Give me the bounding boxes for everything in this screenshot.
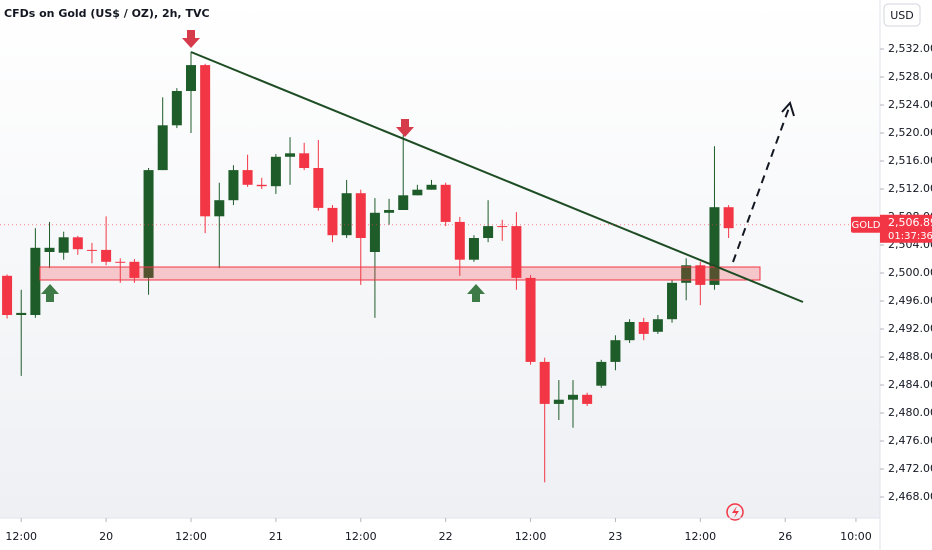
candle-body bbox=[228, 170, 239, 201]
x-tick-label: 23 bbox=[608, 530, 622, 543]
candle-body bbox=[242, 170, 253, 185]
last-price-label: 2,506.89 bbox=[888, 216, 932, 229]
candle-body bbox=[596, 361, 607, 386]
y-tick-label: 2,480.00 bbox=[888, 406, 932, 419]
candle-body bbox=[285, 153, 296, 157]
candle-body bbox=[86, 249, 97, 251]
currency-label: USD bbox=[890, 9, 914, 22]
countdown-label: 01:37:36 bbox=[888, 231, 932, 242]
candle-body bbox=[652, 319, 663, 332]
candle-body bbox=[256, 184, 267, 187]
candle-body bbox=[101, 249, 112, 262]
x-tick-label: 10:00 bbox=[840, 530, 872, 543]
y-tick-label: 2,496.00 bbox=[888, 294, 932, 307]
plot-background bbox=[0, 0, 880, 518]
event-icon-bolt bbox=[732, 506, 739, 518]
candles bbox=[2, 51, 734, 483]
candle-body bbox=[723, 207, 734, 229]
x-tick-label: 26 bbox=[778, 530, 792, 543]
currency-button[interactable] bbox=[883, 3, 921, 27]
candle-body bbox=[709, 207, 720, 285]
candle-body bbox=[483, 226, 494, 238]
candle-body bbox=[553, 399, 564, 404]
candle-body bbox=[115, 261, 126, 263]
candle-body bbox=[200, 65, 211, 217]
candle-body bbox=[695, 265, 706, 285]
candle-body bbox=[299, 153, 310, 168]
candle-body bbox=[525, 277, 536, 362]
y-tick-label: 2,472.00 bbox=[888, 462, 932, 475]
candle-body bbox=[511, 226, 522, 278]
candle-body bbox=[129, 261, 140, 278]
support-zone bbox=[39, 266, 761, 281]
candle-body bbox=[638, 322, 649, 334]
candle-body bbox=[497, 226, 508, 228]
x-tick-label: 21 bbox=[269, 530, 283, 543]
candle-body bbox=[157, 125, 168, 171]
x-tick-label: 12:00 bbox=[684, 530, 716, 543]
candle-body bbox=[667, 282, 678, 320]
candle-body bbox=[398, 195, 409, 210]
y-tick-label: 2,516.00 bbox=[888, 154, 932, 167]
candle-body bbox=[171, 91, 182, 126]
x-tick-label: 12:00 bbox=[515, 530, 547, 543]
up-arrow bbox=[41, 284, 59, 302]
x-tick-label: 12:00 bbox=[345, 530, 377, 543]
candle-body bbox=[440, 184, 451, 222]
candle-body bbox=[143, 170, 154, 278]
axes: 2,468.00 2,472.00 2,476.00 2,480.00 2,484.00… bbox=[0, 42, 932, 543]
down-arrow bbox=[396, 119, 414, 137]
candle-body bbox=[582, 394, 593, 404]
last-price-tag bbox=[880, 214, 932, 243]
candle-body bbox=[369, 212, 380, 252]
candle-body bbox=[2, 275, 13, 315]
event-icon[interactable] bbox=[726, 503, 744, 521]
candle-body bbox=[468, 238, 479, 260]
candle-body bbox=[355, 193, 366, 238]
y-tick-label: 2,512.00 bbox=[888, 182, 932, 195]
candle-body bbox=[270, 156, 281, 187]
trend-line bbox=[190, 51, 804, 303]
y-tick-label: 2,524.00 bbox=[888, 98, 932, 111]
candle-body bbox=[327, 207, 338, 236]
candle-body bbox=[624, 322, 635, 341]
x-tick-label: 12:00 bbox=[5, 530, 37, 543]
candle-body bbox=[412, 189, 423, 196]
y-tick-label: 2,468.00 bbox=[888, 490, 932, 503]
candle-body bbox=[185, 65, 196, 91]
chart-title: CFDs on Gold (US$ / OZ), 2h, TVC bbox=[4, 7, 210, 20]
x-tick-label: 12:00 bbox=[175, 530, 207, 543]
y-tick-label: 2,484.00 bbox=[888, 378, 932, 391]
x-tick-label: 22 bbox=[439, 530, 453, 543]
symbol-label: GOLD bbox=[852, 220, 881, 231]
candle-body bbox=[30, 247, 41, 315]
candle-body bbox=[454, 221, 465, 260]
down-arrow bbox=[182, 30, 200, 48]
symbol-tag bbox=[851, 216, 881, 233]
candle-body bbox=[384, 210, 395, 213]
y-tick-label: 2,500.00 bbox=[888, 266, 932, 279]
candle-body bbox=[313, 168, 324, 208]
candle-body bbox=[214, 200, 225, 217]
candle-body bbox=[44, 247, 55, 252]
x-tick-label: 20 bbox=[99, 530, 113, 543]
candle-body bbox=[426, 184, 437, 190]
candle-body bbox=[539, 361, 550, 404]
candle-body bbox=[681, 265, 692, 283]
candle-body bbox=[72, 237, 83, 250]
y-tick-label: 2,476.00 bbox=[888, 434, 932, 447]
y-tick-label: 2,492.00 bbox=[888, 322, 932, 335]
up-arrow bbox=[467, 284, 485, 302]
projection-arrow bbox=[781, 101, 795, 117]
y-tick-label: 2,520.00 bbox=[888, 126, 932, 139]
candle-body bbox=[16, 312, 27, 315]
candle-body bbox=[610, 340, 621, 362]
candle-body bbox=[58, 237, 69, 253]
y-tick-label: 2,532.00 bbox=[888, 42, 932, 55]
candle-body bbox=[567, 394, 578, 400]
y-tick-label: 2,488.00 bbox=[888, 350, 932, 363]
y-tick-label: 2,528.00 bbox=[888, 70, 932, 83]
candle-body bbox=[341, 193, 352, 236]
